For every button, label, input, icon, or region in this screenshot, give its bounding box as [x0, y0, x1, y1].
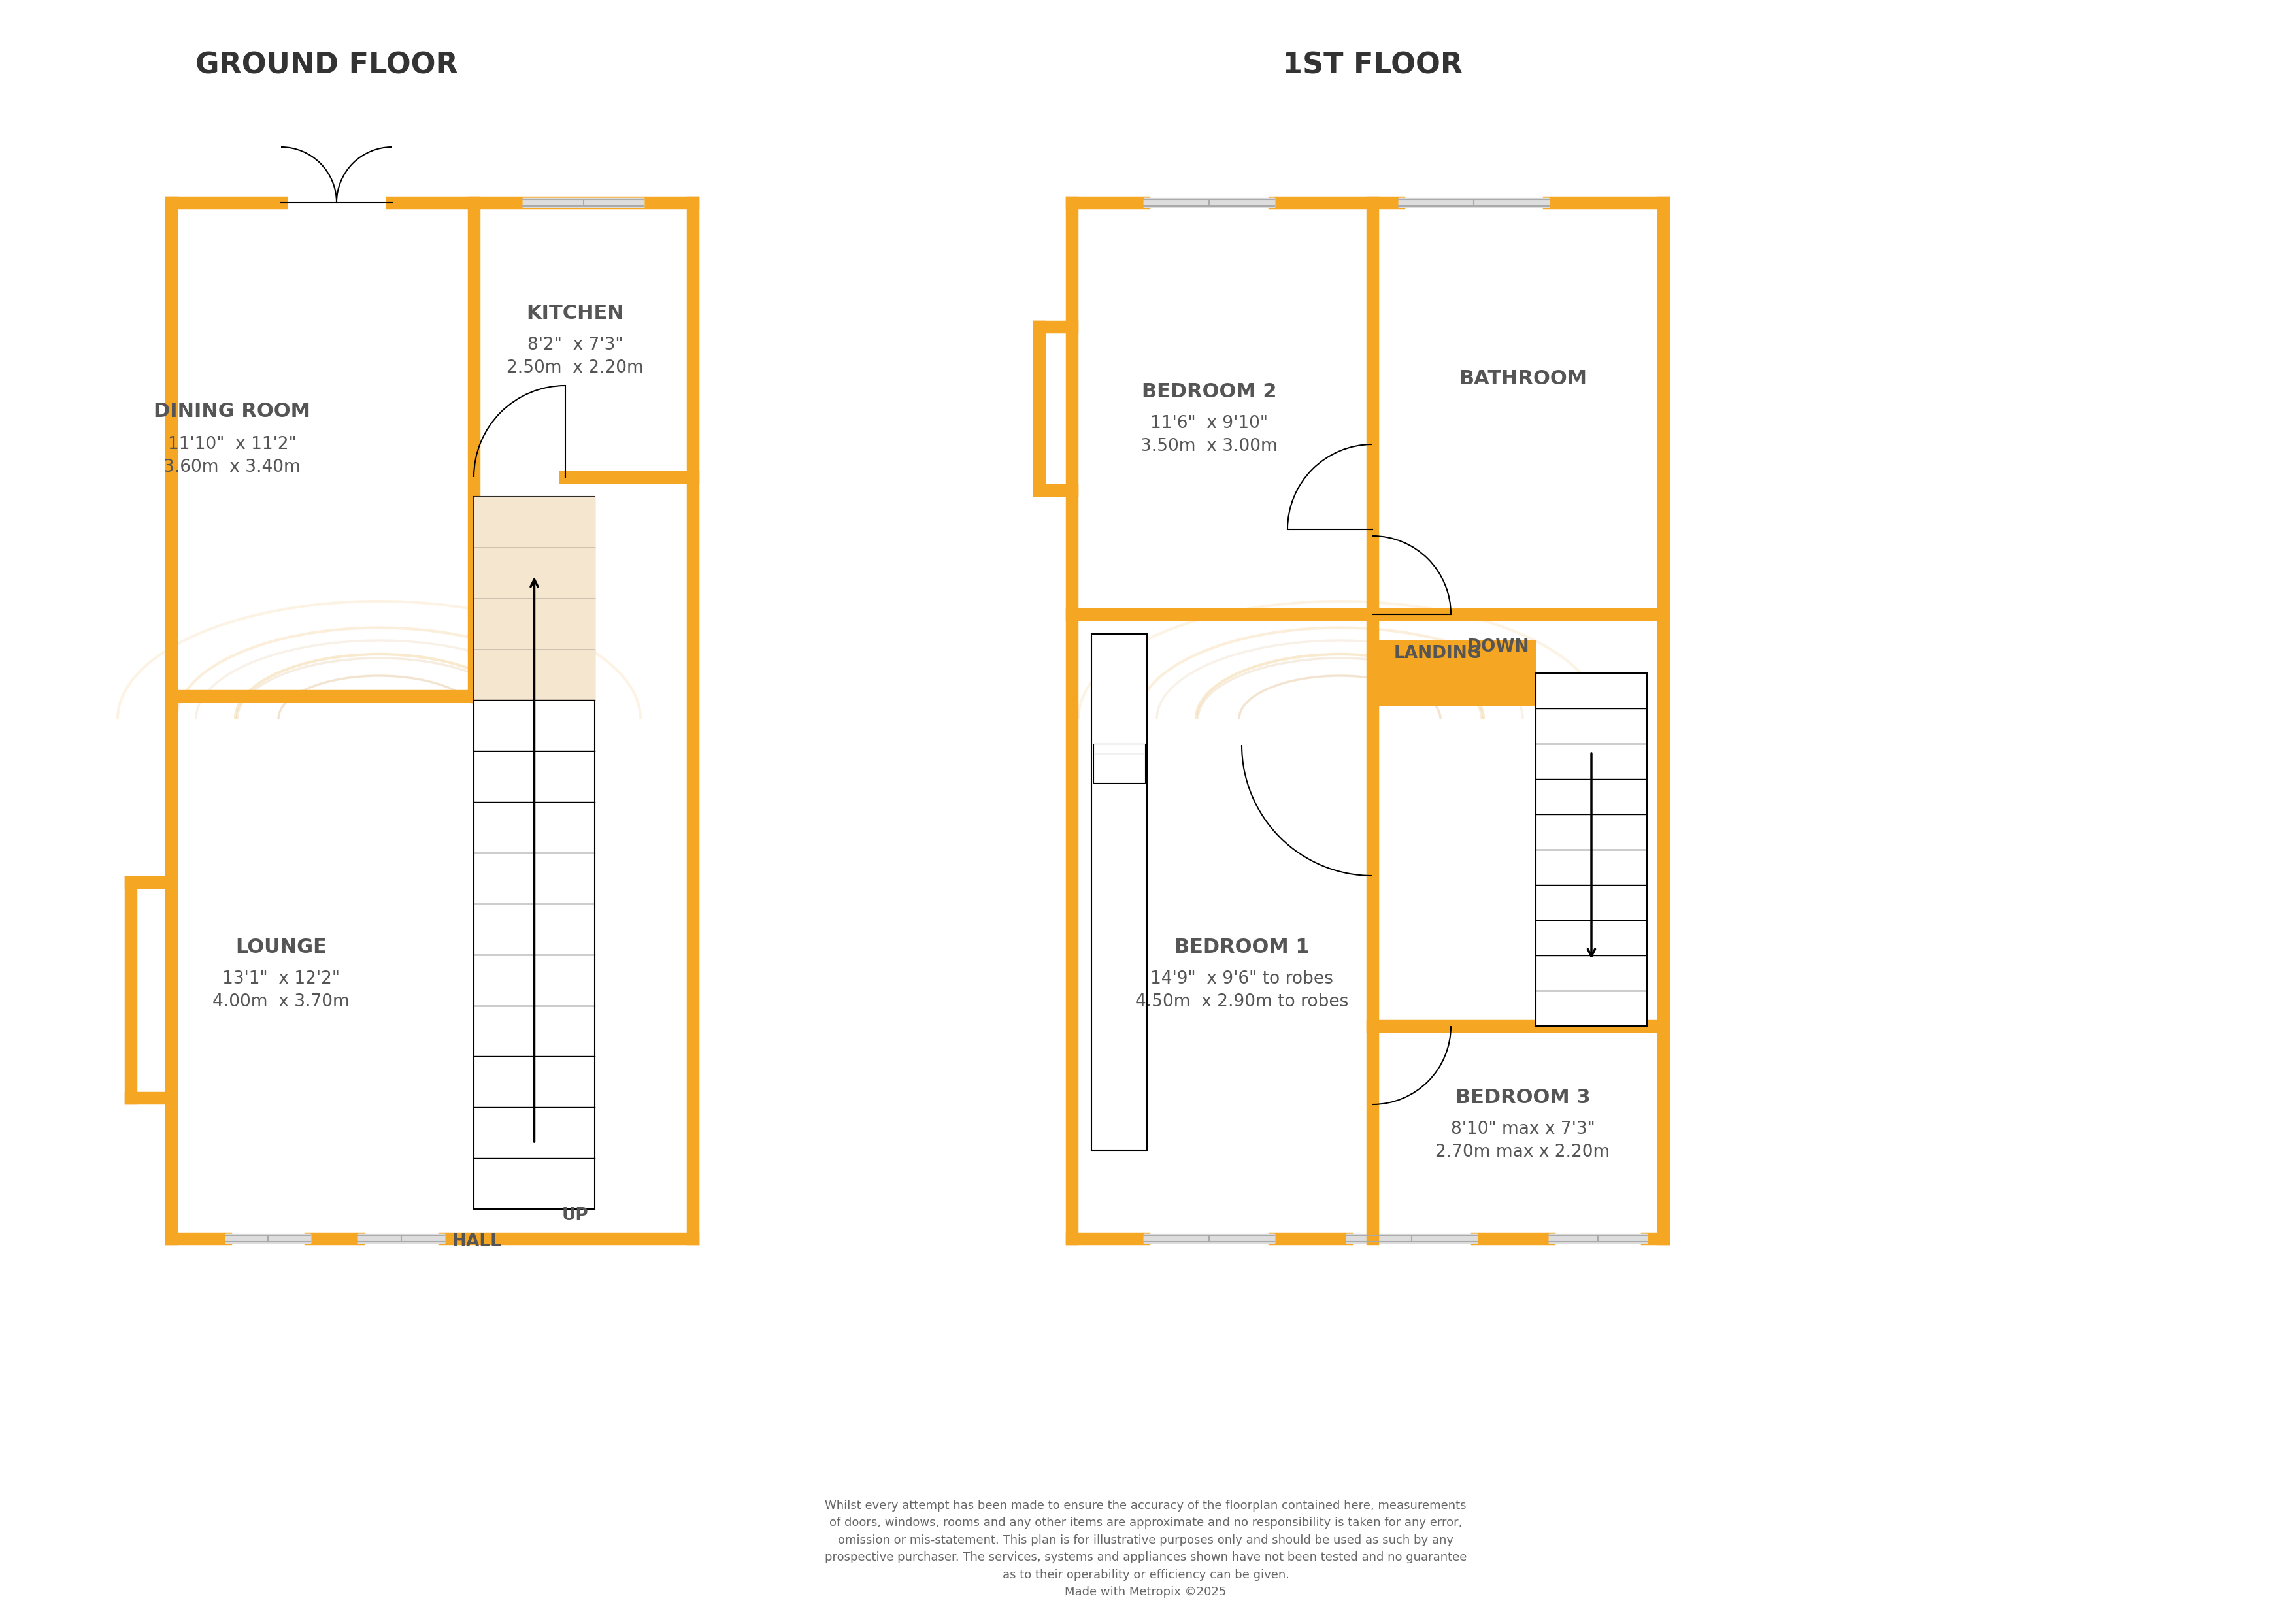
Bar — [1093, 744, 1146, 783]
Text: HALL: HALL — [452, 1233, 502, 1250]
Text: Whilst every attempt has been made to ensure the accuracy of the floorplan conta: Whilst every attempt has been made to en… — [825, 1501, 1467, 1598]
Text: BEDROOM 1: BEDROOM 1 — [1174, 939, 1309, 957]
Text: LANDING: LANDING — [1394, 645, 1481, 663]
Text: KITCHEN: KITCHEN — [527, 304, 623, 323]
Text: 2.70m max x 2.20m: 2.70m max x 2.20m — [1435, 1143, 1609, 1161]
Bar — [1373, 640, 1536, 706]
Bar — [474, 497, 594, 1208]
Text: DINING ROOM: DINING ROOM — [154, 403, 309, 421]
Text: 3.60m  x 3.40m: 3.60m x 3.40m — [163, 458, 300, 476]
Text: 14'9"  x 9'6" to robes: 14'9" x 9'6" to robes — [1151, 971, 1334, 987]
Text: 13'1"  x 12'2": 13'1" x 12'2" — [222, 971, 339, 987]
Text: 1ST FLOOR: 1ST FLOOR — [1281, 52, 1462, 80]
Text: 8'10" max x 7'3": 8'10" max x 7'3" — [1451, 1121, 1595, 1138]
Text: 11'10"  x 11'2": 11'10" x 11'2" — [167, 435, 296, 453]
Text: UP: UP — [562, 1207, 589, 1224]
Text: 4.50m  x 2.90m to robes: 4.50m x 2.90m to robes — [1135, 994, 1348, 1010]
Text: 8'2"  x 7'3": 8'2" x 7'3" — [527, 336, 623, 354]
Text: 3.50m  x 3.00m: 3.50m x 3.00m — [1141, 438, 1277, 455]
Text: BATHROOM: BATHROOM — [1458, 370, 1586, 388]
Text: 11'6"  x 9'10": 11'6" x 9'10" — [1151, 416, 1267, 432]
Text: LOUNGE: LOUNGE — [236, 939, 328, 957]
Bar — [1091, 633, 1146, 1150]
Text: 2.50m  x 2.20m: 2.50m x 2.20m — [507, 359, 644, 377]
Text: BEDROOM 3: BEDROOM 3 — [1455, 1088, 1591, 1108]
Text: 4.00m  x 3.70m: 4.00m x 3.70m — [213, 994, 351, 1010]
Text: GROUND FLOOR: GROUND FLOOR — [195, 52, 458, 80]
Text: DOWN: DOWN — [1467, 638, 1529, 656]
Bar — [1536, 672, 1648, 1026]
Text: BEDROOM 2: BEDROOM 2 — [1141, 383, 1277, 401]
